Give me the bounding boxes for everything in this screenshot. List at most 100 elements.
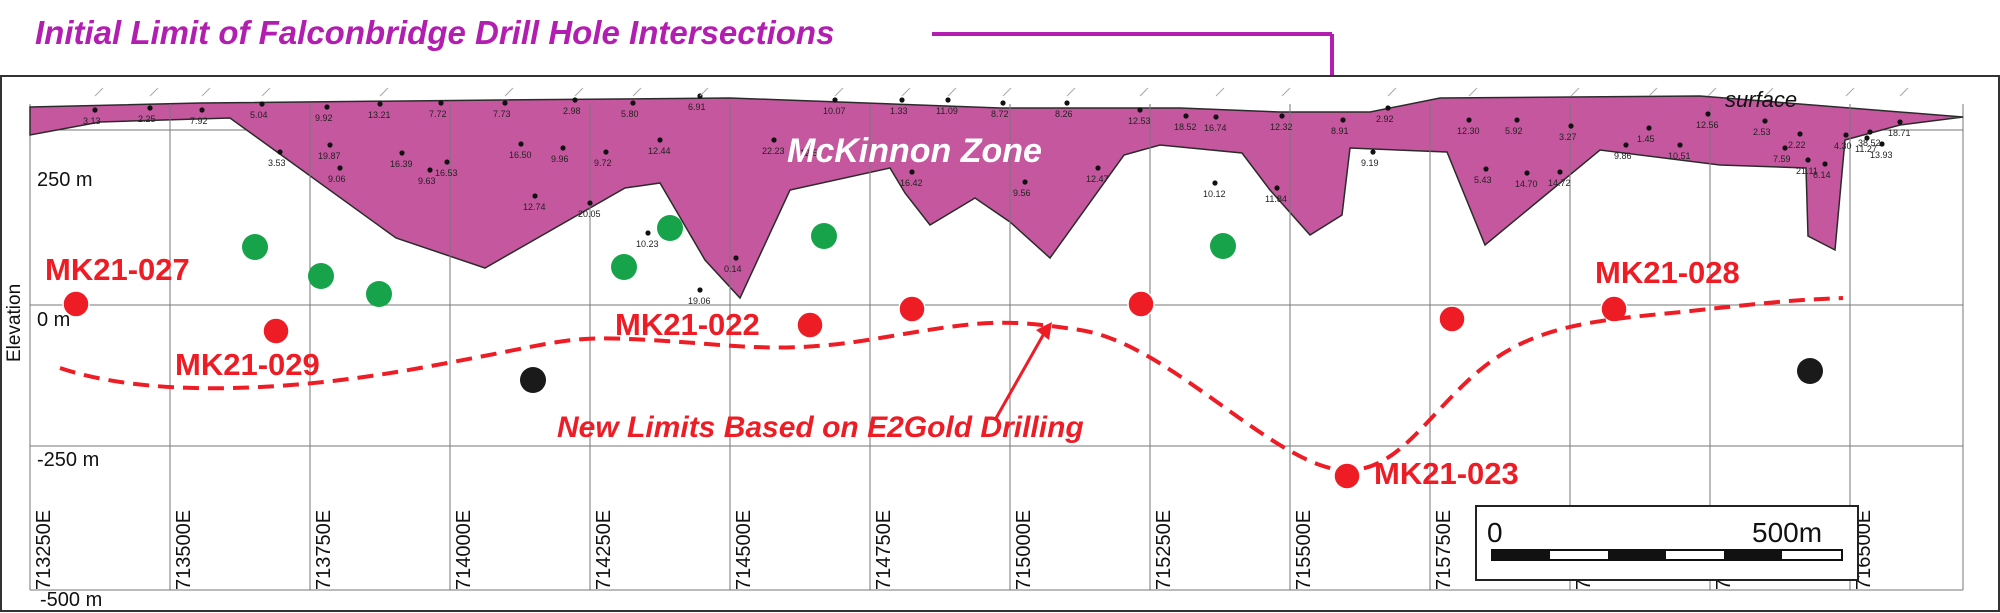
hole-label-mk21-023: MK21-023: [1374, 456, 1519, 491]
red-drill-hole: [1600, 295, 1628, 323]
black-drill-holes: [520, 358, 1823, 393]
green-drill-hole: [611, 254, 637, 280]
intercept-value: 6.91: [688, 102, 706, 112]
intercept-point: [1514, 117, 1520, 123]
intercept-point: [1279, 113, 1285, 119]
intercept-point: [438, 100, 444, 106]
red-drill-hole: [262, 317, 290, 345]
easting-tick-label: 714000E: [453, 510, 475, 590]
intercept-value: 10.23: [636, 239, 659, 249]
easting-tick-label: 714750E: [873, 510, 895, 590]
intercept-value: 21.11: [1796, 166, 1818, 176]
easting-tick-label: 715000E: [1013, 510, 1035, 590]
intercept-point: [518, 141, 524, 147]
intercept-value: 9.72: [594, 158, 612, 168]
intercept-point: [277, 149, 283, 155]
green-drill-hole: [308, 263, 334, 289]
intercept-value: 9.92: [315, 113, 333, 123]
black-drill-hole: [1797, 358, 1823, 384]
intercept-value: 0.14: [724, 264, 742, 274]
scale-bar: 0 500m: [1475, 505, 1859, 581]
elevation-tick-minus-500: -500 m: [40, 589, 102, 611]
intercept-point: [945, 97, 951, 103]
intercept-value: 12.52: [800, 148, 823, 158]
intercept-point: [1340, 117, 1346, 123]
green-drill-hole: [811, 223, 837, 249]
collar-tick: [1570, 87, 1580, 97]
intercept-point: [1623, 142, 1629, 148]
intercept-point: [603, 149, 609, 155]
intercept-point: [1867, 129, 1873, 135]
intercept-point: [327, 142, 333, 148]
intercept-point: [1183, 113, 1189, 119]
intercept-value: 16.53: [435, 168, 458, 178]
intercept-point: [502, 100, 508, 106]
intercept-point: [809, 139, 815, 145]
elevation-tick-250: 250 m: [37, 169, 93, 191]
collar-tick: [1707, 87, 1717, 97]
intercept-value: 14.72: [1548, 178, 1571, 188]
mckinnon-zone-polygon: [29, 95, 1964, 300]
intercept-point: [199, 107, 205, 113]
intercept-point: [1797, 131, 1803, 137]
intercept-point: [1274, 185, 1280, 191]
easting-tick-label: 715250E: [1153, 510, 1175, 590]
easting-tick-label: 714250E: [593, 510, 615, 590]
intercept-value: 19.87: [318, 151, 341, 161]
red-drill-hole: [796, 311, 824, 339]
intercept-value: 12.53: [1128, 116, 1151, 126]
easting-tick-label: 713250E: [33, 510, 55, 590]
intercept-value: 10.07: [823, 106, 846, 116]
intercept-value: 7.72: [429, 109, 447, 119]
intercept-value: 38.52: [1858, 138, 1881, 148]
intercept-value: 12.56: [1696, 120, 1719, 130]
intercept-point: [1677, 142, 1683, 148]
intercept-value: 19.06: [688, 296, 711, 306]
collar-tick: [574, 87, 584, 97]
intercept-point: [427, 167, 433, 173]
new-limits-label: New Limits Based on E2Gold Drilling: [557, 411, 1084, 444]
intercept-value: 11.84: [1265, 194, 1287, 204]
collar-tick: [947, 87, 957, 97]
collar-tick: [1281, 87, 1291, 97]
collar-tick: [699, 87, 709, 97]
intercept-point: [899, 97, 905, 103]
collar-tick: [1215, 87, 1225, 97]
intercept-point: [1095, 165, 1101, 171]
intercept-value: 12.32: [1270, 122, 1293, 132]
collar-tick: [632, 87, 642, 97]
intercept-value: 9.19: [1361, 158, 1379, 168]
hole-label-mk21-028: MK21-028: [1595, 255, 1740, 290]
scale-bar-start-label: 0: [1487, 517, 1503, 548]
intercept-point: [733, 255, 739, 261]
black-drill-hole: [520, 367, 546, 393]
intercept-value: 14.70: [1515, 179, 1538, 189]
easting-tick-label: 713750E: [313, 510, 335, 590]
intercept-value: 2.53: [1753, 127, 1771, 137]
easting-tick-label: 713500E: [173, 510, 195, 590]
intercept-value: 11.27: [1855, 144, 1877, 154]
intercept-point: [92, 107, 98, 113]
intercept-point: [1705, 111, 1711, 117]
intercept-value: 5.04: [250, 110, 268, 120]
intercept-value: 10.12: [1203, 189, 1226, 199]
intercept-point: [337, 165, 343, 171]
intercept-point: [1385, 105, 1391, 111]
collar-tick: [1066, 87, 1076, 97]
collar-tick: [1139, 87, 1149, 97]
intercept-point: [1466, 117, 1472, 123]
intercept-point: [1022, 179, 1028, 185]
intercept-value: 8.91: [1331, 126, 1349, 136]
red-drill-hole: [1438, 305, 1466, 333]
intercept-value: 16.39: [390, 159, 413, 169]
intercept-point: [1000, 100, 1006, 106]
intercept-point: [1864, 135, 1870, 141]
intercept-value: 12.30: [1457, 126, 1480, 136]
intercept-point: [587, 200, 593, 206]
intercept-point: [147, 105, 153, 111]
surface-label: surface: [1725, 87, 1797, 112]
collar-tick: [1468, 87, 1478, 97]
green-drill-hole: [1210, 233, 1236, 259]
mckinnon-zone-label: McKinnon Zone: [787, 132, 1042, 170]
